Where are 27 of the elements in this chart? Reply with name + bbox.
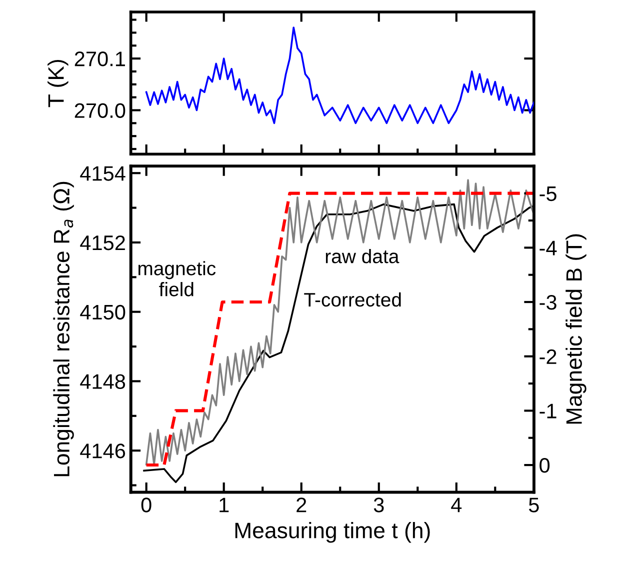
- series-label: magnetic field: [138, 261, 216, 296]
- line-series: [145, 26, 534, 124]
- x-tick-label: 5: [528, 498, 539, 512]
- y2-tick-label: -4: [540, 240, 557, 256]
- y-axis-title: Longitudinal resistance R$_{a}$ (Ω): [53, 182, 74, 476]
- y2-tick-label: 0: [540, 458, 550, 473]
- y2-tick-label: -5: [540, 186, 556, 202]
- y2-axis-title: Magnetic field B (T): [566, 234, 586, 424]
- y2-tick-label: -2: [540, 349, 556, 364]
- x-tick-label: 3: [374, 498, 384, 512]
- y-tick-label: 4148: [80, 374, 126, 389]
- series-label: T-corrected: [304, 292, 401, 307]
- y-tick-label: 270.0: [74, 103, 126, 118]
- y-tick-label: 4152: [80, 235, 125, 250]
- y2-tick-label: -1: [540, 404, 556, 418]
- y-tick-label: 4146: [80, 444, 126, 458]
- y2-tick-label: -3: [540, 295, 556, 310]
- x-tick-label: 0: [141, 498, 152, 512]
- x-tick-label: 4: [451, 498, 462, 512]
- x-tick-label: 1: [220, 498, 229, 512]
- y-tick-label: 4154: [80, 166, 126, 181]
- x-tick-label: 2: [296, 498, 306, 512]
- y-tick-label: 270.1: [74, 52, 125, 66]
- y-axis-title: T (K): [48, 60, 68, 108]
- x-axis-title: Measuring time t (h): [235, 522, 430, 543]
- series-label: raw data: [326, 249, 400, 264]
- y-tick-label: 4150: [80, 304, 126, 320]
